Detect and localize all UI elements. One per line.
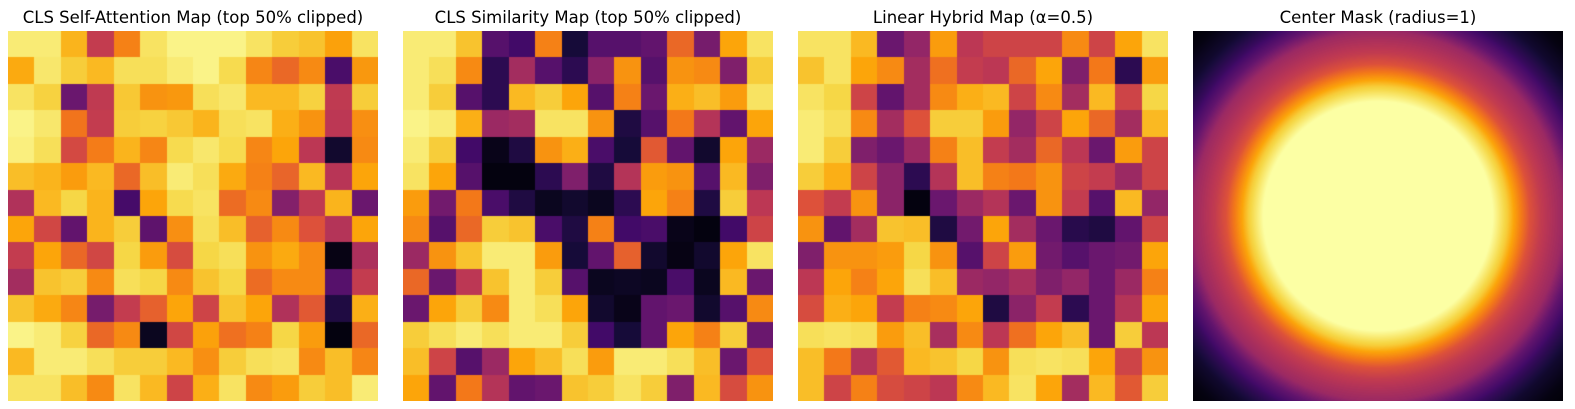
center-mask-gradient: [1193, 31, 1563, 401]
panel-cls-self-attention-title: CLS Self-Attention Map (top 50% clipped): [22, 8, 364, 27]
linear-hybrid-heatmap: [798, 31, 1168, 401]
cls-similarity-heatmap: [403, 31, 773, 401]
panel-linear-hybrid-title: Linear Hybrid Map (α=0.5): [872, 8, 1094, 27]
panel-center-mask: Center Mask (radius=1): [1193, 4, 1563, 401]
panel-cls-similarity: CLS Similarity Map (top 50% clipped): [403, 4, 773, 401]
panel-cls-similarity-title: CLS Similarity Map (top 50% clipped): [434, 8, 742, 27]
panel-cls-self-attention: CLS Self-Attention Map (top 50% clipped): [8, 4, 378, 401]
panel-center-mask-title: Center Mask (radius=1): [1279, 8, 1477, 27]
panel-linear-hybrid: Linear Hybrid Map (α=0.5): [798, 4, 1168, 401]
cls-self-attention-heatmap: [8, 31, 378, 401]
